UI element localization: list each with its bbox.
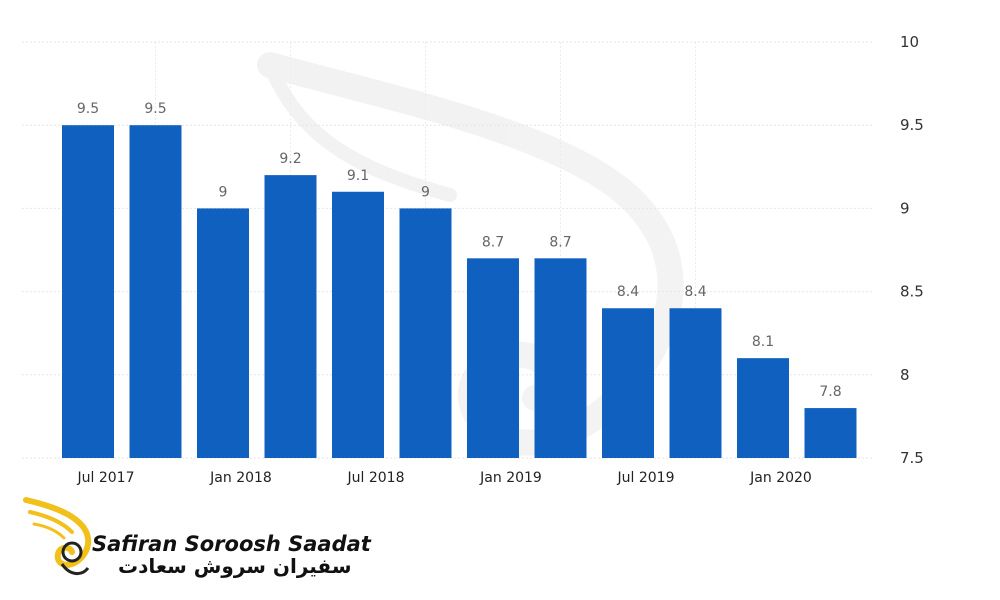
x-tick-label: Jan 2019 xyxy=(479,470,542,486)
data-label: 8.1 xyxy=(752,334,774,350)
bar xyxy=(399,208,452,458)
y-tick-label: 7.5 xyxy=(900,449,924,467)
y-tick-label: 8 xyxy=(900,366,910,384)
bar xyxy=(129,125,182,458)
y-tick-label: 10 xyxy=(900,33,919,51)
data-label: 9 xyxy=(219,184,228,200)
data-label: 8.4 xyxy=(684,284,706,300)
x-tick-label: Jan 2020 xyxy=(749,470,812,486)
data-label: 9.5 xyxy=(144,101,166,117)
data-label: 9.5 xyxy=(77,101,99,117)
brand-logo: Safiran Soroosh Saadat سفیران سروش سعادت xyxy=(22,492,371,582)
data-label: 9 xyxy=(421,184,430,200)
y-tick-label: 9 xyxy=(900,199,910,217)
x-tick-label: Jul 2019 xyxy=(617,470,675,486)
data-label: 7.8 xyxy=(819,384,841,400)
bar xyxy=(602,308,654,458)
x-tick-label: Jul 2017 xyxy=(77,470,135,486)
data-label: 8.7 xyxy=(549,234,571,250)
swan-logo-icon xyxy=(23,497,92,575)
data-label: 9.1 xyxy=(347,168,369,184)
y-tick-label: 9.5 xyxy=(900,116,924,134)
bar xyxy=(264,175,317,458)
brand-name-fa: سفیران سروش سعادت xyxy=(118,554,352,578)
data-label: 8.4 xyxy=(617,284,639,300)
bar xyxy=(467,258,519,458)
bar xyxy=(804,408,857,458)
x-tick-label: Jul 2018 xyxy=(347,470,405,486)
x-tick-label: Jan 2018 xyxy=(209,470,272,486)
brand-name-en: Safiran Soroosh Saadat xyxy=(92,532,371,556)
bar xyxy=(534,258,587,458)
bar xyxy=(197,208,249,458)
bar xyxy=(669,308,722,458)
data-label: 8.7 xyxy=(482,234,504,250)
bar xyxy=(62,125,114,458)
bar xyxy=(332,191,384,458)
bar xyxy=(737,358,789,458)
data-label: 9.2 xyxy=(279,151,301,167)
y-tick-label: 8.5 xyxy=(900,283,924,301)
